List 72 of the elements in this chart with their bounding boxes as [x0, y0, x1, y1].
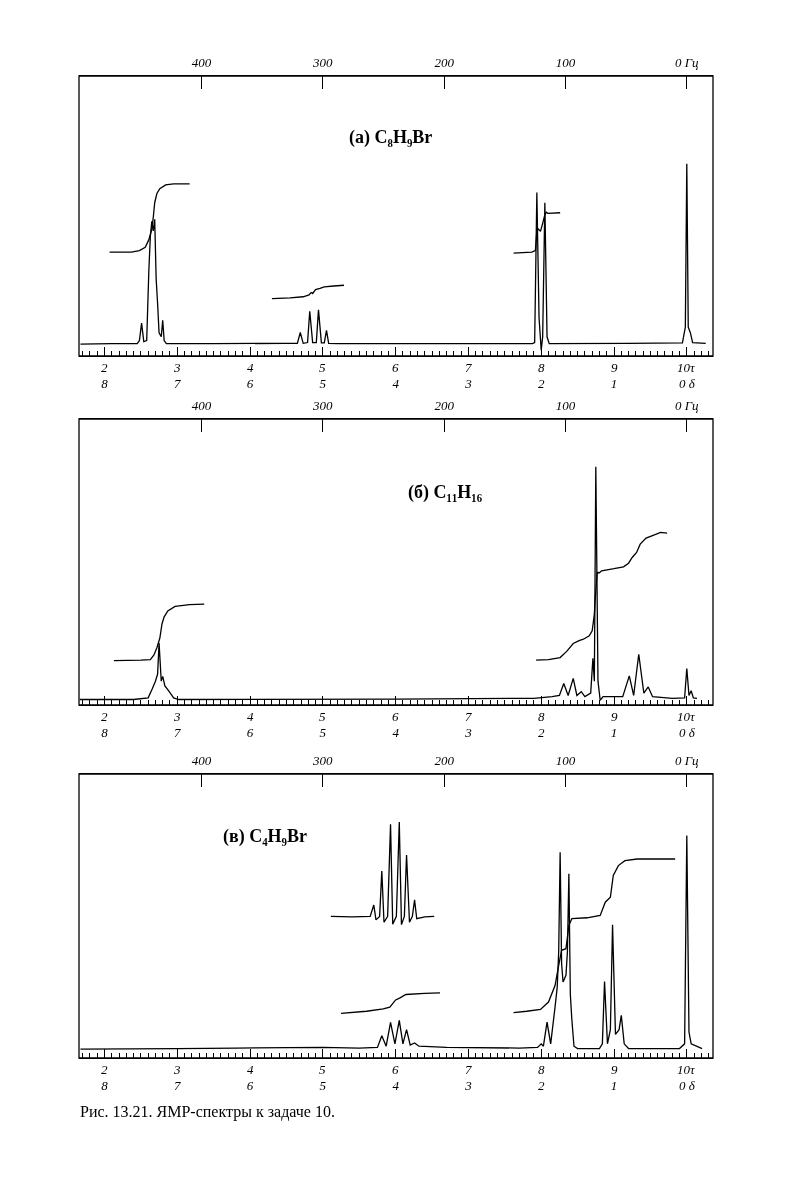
x2-tick-label: 0 Гц: [674, 397, 700, 413]
chart-title: (а) C₈H₉Br: [349, 127, 433, 148]
x2-tick-label: 400: [191, 54, 212, 70]
text: 7: [465, 360, 472, 375]
x-tick-label: 0 δ: [678, 724, 696, 740]
text: 8: [538, 1062, 545, 1077]
x-tick-label: 3: [464, 1077, 473, 1093]
text: 2: [101, 360, 108, 375]
x2-tick-label: 200: [434, 752, 455, 768]
text: 2: [101, 1062, 108, 1077]
x2-tick-label: 0 Гц: [674, 752, 700, 768]
text: 6: [392, 709, 399, 724]
text: 7: [465, 709, 472, 724]
text: 8: [538, 709, 545, 724]
x-tick-label: 6: [246, 1077, 254, 1093]
text: 4: [247, 709, 254, 724]
x2-tick-label: 100: [555, 752, 576, 768]
x-tick-label: 1: [610, 375, 618, 391]
text: 9: [611, 709, 618, 724]
text: 2: [101, 709, 108, 724]
x2-tick-label: 200: [434, 397, 455, 413]
text: 3: [173, 709, 181, 724]
x-tick-label: 0 δ: [678, 375, 696, 391]
x-tick-label: 6: [246, 724, 254, 740]
x2-tick-label: 100: [555, 54, 576, 70]
x-tick-label: 2: [537, 375, 545, 391]
text: 9: [611, 360, 618, 375]
text: 5: [319, 1062, 326, 1077]
x2-tick-label: 400: [191, 397, 212, 413]
text: 8: [538, 360, 545, 375]
text: 9: [611, 1062, 618, 1077]
text: 4: [247, 1062, 254, 1077]
x-tick-label: 2: [537, 1077, 545, 1093]
text: 10τ: [677, 1062, 696, 1077]
x2-tick-label: 100: [555, 397, 576, 413]
text: 4: [247, 360, 254, 375]
text: 6: [392, 360, 399, 375]
x-tick-label: 2: [537, 724, 545, 740]
x-tick-label: 8: [101, 724, 109, 740]
x-tick-label: 5: [319, 1077, 327, 1093]
x-tick-label: 3: [464, 375, 473, 391]
text: (б) C₁₁H₁₆: [408, 482, 483, 503]
x-tick-label: 4: [392, 375, 400, 391]
x2-tick-label: 400: [191, 752, 212, 768]
text: 10τ: [677, 709, 696, 724]
x-tick-label: 8: [101, 1077, 109, 1093]
x-tick-label: 1: [610, 724, 618, 740]
text: 5: [319, 709, 326, 724]
chart-title: (в) C₄H₉Br: [223, 826, 308, 847]
x-tick-label: 7: [174, 1077, 182, 1093]
text: 10τ: [677, 360, 696, 375]
x2-tick-label: 300: [312, 752, 334, 768]
x-tick-label: 8: [101, 375, 109, 391]
x-tick-label: 4: [392, 724, 400, 740]
x-tick-label: 5: [319, 724, 327, 740]
x2-tick-label: 300: [312, 397, 334, 413]
x-tick-label: 5: [319, 375, 327, 391]
x-tick-label: 1: [610, 1077, 618, 1093]
text: Рис. 13.21. ЯМР-спектры к задаче 10.: [80, 1103, 335, 1121]
x-tick-label: 7: [174, 375, 182, 391]
x-tick-label: 7: [174, 724, 182, 740]
text: 3: [173, 360, 181, 375]
text: 5: [319, 360, 326, 375]
x2-tick-label: 300: [312, 54, 334, 70]
x-tick-label: 6: [246, 375, 254, 391]
text: 6: [392, 1062, 399, 1077]
text: 3: [173, 1062, 181, 1077]
x-tick-label: 4: [392, 1077, 400, 1093]
text: 7: [465, 1062, 472, 1077]
x2-tick-label: 200: [434, 54, 455, 70]
x-tick-label: 3: [464, 724, 473, 740]
x-tick-label: 0 δ: [678, 1077, 696, 1093]
